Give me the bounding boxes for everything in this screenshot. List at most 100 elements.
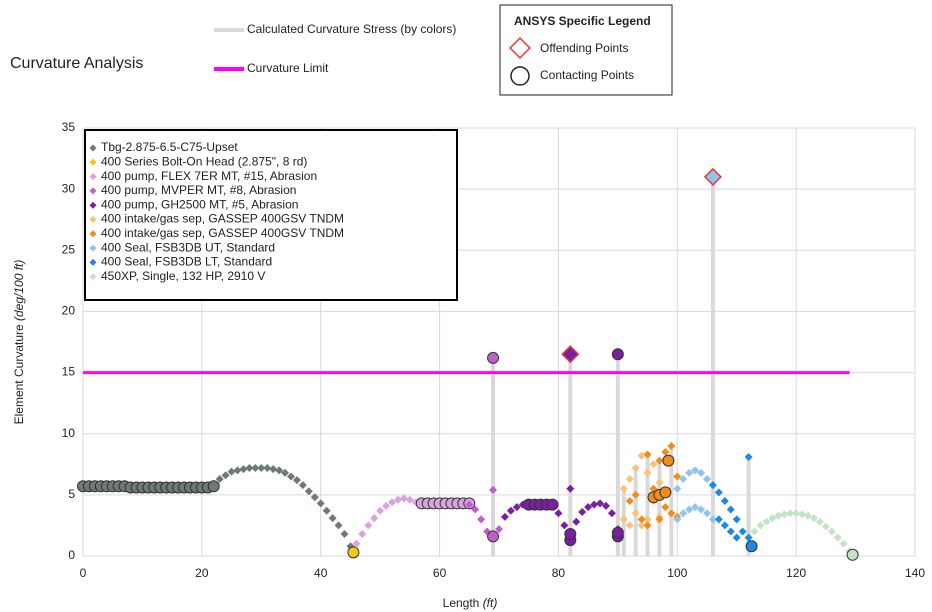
- y-tick-label: 10: [62, 426, 76, 440]
- point: [376, 506, 385, 515]
- contact-point: [745, 540, 758, 553]
- point: [649, 460, 658, 469]
- y-tick-label: 25: [62, 242, 76, 256]
- point: [714, 515, 723, 524]
- x-tick-label: 0: [80, 566, 87, 580]
- point: [673, 484, 682, 493]
- legend-label: 400 Seal, FSB3DB LT, Standard: [101, 255, 272, 269]
- contact-point: [846, 548, 859, 561]
- point: [607, 509, 616, 518]
- point: [780, 510, 789, 519]
- point: [601, 501, 610, 510]
- offending-label: Offending Points: [540, 41, 629, 55]
- point: [673, 515, 682, 524]
- point: [643, 521, 652, 530]
- legend-marker: [89, 201, 97, 209]
- point: [697, 468, 706, 477]
- point: [637, 515, 646, 524]
- point: [738, 527, 747, 536]
- point: [227, 467, 236, 476]
- point: [358, 529, 367, 538]
- legend-label: 400 pump, FLEX 7ER MT, #15, Abrasion: [101, 169, 317, 183]
- contact-point: [659, 486, 672, 499]
- point: [287, 472, 295, 481]
- point: [833, 533, 842, 542]
- point: [322, 506, 331, 515]
- contact-point: [487, 530, 500, 543]
- y-tick-label: 20: [62, 304, 76, 318]
- point: [720, 496, 729, 505]
- point: [708, 515, 717, 524]
- point: [637, 451, 646, 460]
- point: [316, 499, 325, 508]
- point: [489, 485, 498, 494]
- offending-icon: [509, 37, 531, 59]
- point: [643, 515, 652, 524]
- point: [364, 521, 373, 530]
- point: [393, 495, 402, 504]
- x-tick-label: 100: [667, 566, 687, 580]
- point: [661, 503, 670, 512]
- legend-label: 400 pump, GH2500 MT, #5, Abrasion: [101, 197, 298, 211]
- point: [554, 509, 563, 518]
- point: [275, 466, 284, 475]
- point: [625, 521, 634, 530]
- x-label: Length: [443, 596, 480, 610]
- point: [619, 484, 628, 493]
- point: [744, 533, 753, 542]
- legend-label: 400 Seal, FSB3DB UT, Standard: [101, 240, 275, 254]
- y-label-unit: (deg/100 ft): [12, 260, 26, 321]
- legend-box: [84, 129, 458, 301]
- point: [726, 527, 735, 536]
- point: [673, 472, 682, 481]
- point: [786, 509, 795, 518]
- point: [637, 521, 646, 530]
- point: [388, 498, 397, 507]
- point: [625, 496, 634, 505]
- stress-legend-label: Calculated Curvature Stress (by colors): [247, 22, 456, 36]
- legend-marker: [89, 230, 97, 238]
- x-tick-label: 140: [905, 566, 925, 580]
- point: [239, 465, 248, 474]
- point: [304, 487, 313, 496]
- point: [762, 517, 771, 526]
- x-tick-label: 80: [552, 566, 566, 580]
- point: [839, 539, 848, 548]
- point: [340, 529, 349, 538]
- x-tick-label: 120: [786, 566, 806, 580]
- point: [821, 522, 830, 531]
- y-tick-label: 15: [62, 365, 76, 379]
- limit-legend-label: Curvature Limit: [247, 61, 329, 75]
- x-tick-label: 60: [433, 566, 447, 580]
- point: [245, 463, 254, 472]
- contact-point: [611, 526, 624, 539]
- contact-point: [662, 454, 675, 467]
- point: [697, 505, 706, 514]
- point: [631, 509, 640, 518]
- point: [720, 521, 729, 530]
- point: [655, 456, 664, 465]
- y-tick-label: 30: [62, 181, 76, 195]
- legend-marker: [89, 244, 97, 252]
- point: [750, 527, 759, 536]
- point: [399, 494, 408, 503]
- point: [328, 514, 337, 523]
- point: [625, 474, 634, 483]
- legend-marker: [89, 258, 97, 266]
- offending-point: [561, 345, 580, 364]
- point: [233, 466, 242, 475]
- point: [572, 517, 581, 526]
- point: [661, 448, 670, 457]
- point: [744, 452, 753, 461]
- contact-point: [564, 527, 577, 540]
- point: [221, 471, 230, 480]
- point: [667, 441, 676, 450]
- contact-point: [207, 480, 220, 493]
- contacting-label: Contacting Points: [540, 68, 634, 82]
- point: [596, 499, 605, 508]
- y-tick-label: 0: [68, 548, 75, 562]
- legend-label: 450XP, Single, 132 HP, 2910 V: [101, 269, 265, 283]
- contact-point: [611, 348, 624, 361]
- point: [655, 515, 664, 524]
